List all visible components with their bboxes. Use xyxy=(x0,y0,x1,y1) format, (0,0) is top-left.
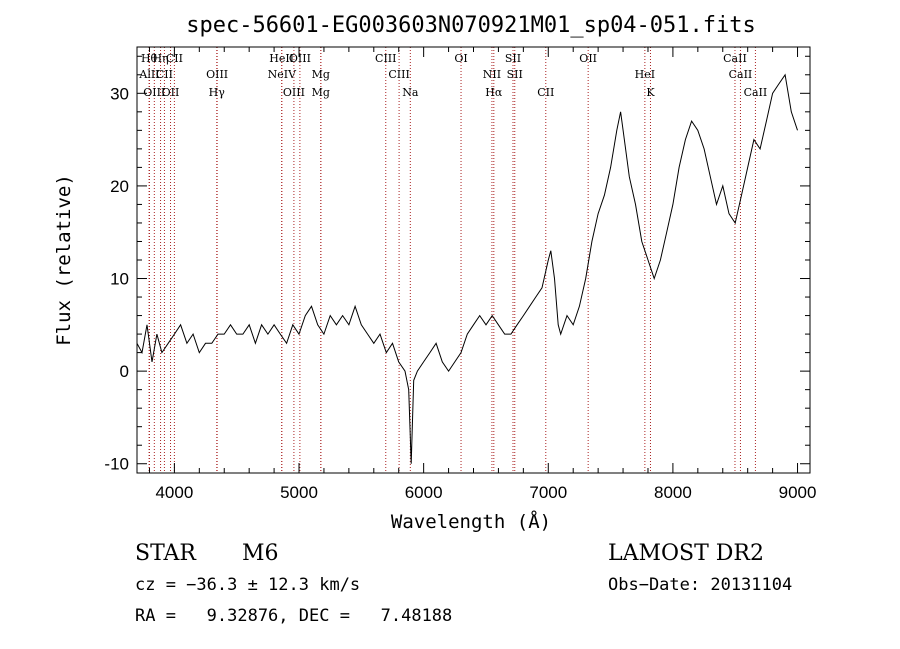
marker-label: CaII xyxy=(723,52,747,65)
marker-label: Mg xyxy=(312,68,330,81)
y-tick-label: 30 xyxy=(110,84,129,103)
x-axis: 4000 5000 6000 7000 8000 9000 xyxy=(148,47,817,502)
marker-label: K xyxy=(646,86,655,99)
y-tick-label: 10 xyxy=(110,270,129,289)
marker-label: OIII xyxy=(206,68,228,81)
x-tick-label: 9000 xyxy=(779,483,817,502)
obs-date: Obs−Date: 20131104 xyxy=(608,575,792,595)
marker-label: Hη xyxy=(152,52,168,65)
marker-label: CII xyxy=(537,86,554,99)
marker-label: Na xyxy=(402,86,419,99)
marker-label: OIII xyxy=(283,86,305,99)
star-subclass: M6 xyxy=(242,541,279,566)
marker-label: OI xyxy=(454,52,467,65)
marker-label: Hθ xyxy=(141,52,158,65)
y-tick-label: -10 xyxy=(104,455,129,474)
x-tick-label: 4000 xyxy=(155,483,193,502)
marker-lines xyxy=(148,47,756,473)
x-axis-label: Wavelength (Å) xyxy=(391,510,551,533)
y-axis-label: Flux (relative) xyxy=(53,174,75,346)
marker-label: CII xyxy=(156,68,173,81)
survey-name: LAMOST DR2 xyxy=(608,541,764,566)
marker-label: OIII xyxy=(289,52,311,65)
spectrum-line xyxy=(136,73,798,464)
plot-frame xyxy=(136,46,811,474)
marker-label: OII xyxy=(162,86,180,99)
marker-label: SII xyxy=(505,52,521,65)
marker-label: CaII xyxy=(729,68,753,81)
marker-label: SII xyxy=(507,68,523,81)
y-tick-label: 0 xyxy=(120,362,129,381)
x-tick-label: 8000 xyxy=(654,483,692,502)
marker-label: OIII xyxy=(143,86,165,99)
marker-labels: HθAlIIOIIIHηCIIOIICIIOIIIHγHeIINeIVOIIIO… xyxy=(138,52,767,99)
star-class: STAR xyxy=(135,541,197,566)
marker-label: AlII xyxy=(138,68,159,81)
ra-dec: RA = 9.32876, DEC = 7.48188 xyxy=(135,606,452,626)
redshift-cz: cz = −36.3 ± 12.3 km/s xyxy=(135,575,360,595)
x-tick-label: 7000 xyxy=(529,483,567,502)
marker-label: HeII xyxy=(269,52,294,65)
marker-label: CIII xyxy=(388,68,409,81)
y-axis: -10 0 10 20 30 xyxy=(104,55,810,474)
marker-label: Mg xyxy=(312,86,330,99)
marker-label: Hα xyxy=(485,86,503,99)
marker-label: OII xyxy=(579,52,597,65)
x-tick-label: 5000 xyxy=(280,483,318,502)
marker-label: HeI xyxy=(635,68,655,81)
marker-label: NII xyxy=(483,68,501,81)
chart-title: spec-56601-EG003603N070921M01_sp04-051.f… xyxy=(186,13,756,38)
marker-label: Hγ xyxy=(209,86,226,99)
y-tick-label: 20 xyxy=(110,177,129,196)
marker-label: CII xyxy=(166,52,183,65)
marker-label: CIII xyxy=(375,52,396,65)
marker-label: CaII xyxy=(744,86,768,99)
x-tick-label: 6000 xyxy=(405,483,443,502)
marker-label: NeIV xyxy=(268,68,297,81)
